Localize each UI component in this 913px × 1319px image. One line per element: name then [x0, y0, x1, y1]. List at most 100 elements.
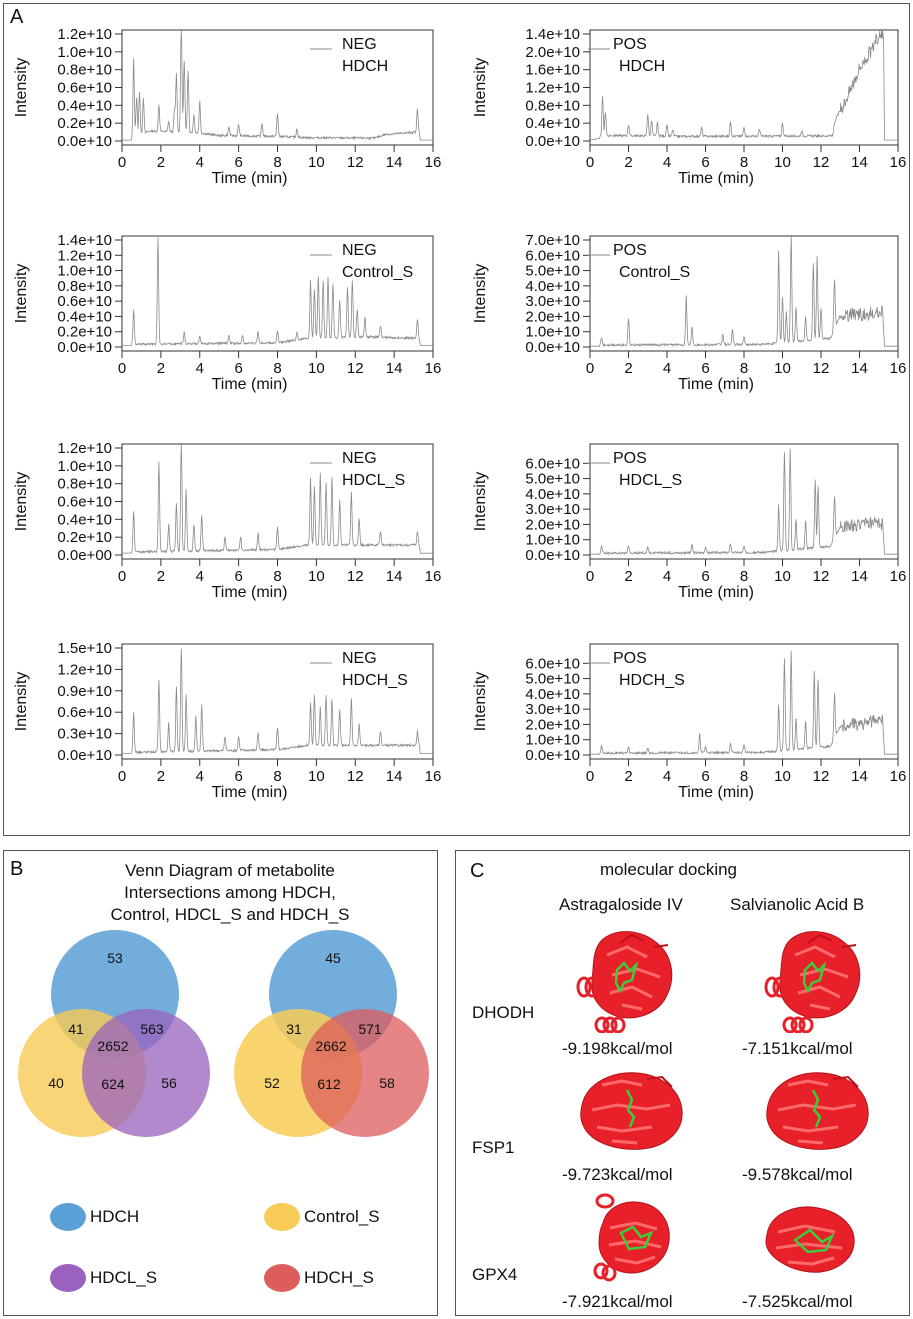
- chromatogram-trace: [122, 444, 433, 554]
- legend-sample: HDCL_S: [342, 472, 405, 489]
- panel-b-label: B: [10, 858, 24, 880]
- x-tick-label: 8: [273, 768, 281, 785]
- venn-right-circle-hdch-s: [301, 1009, 429, 1137]
- legend-mode: NEG: [342, 450, 377, 467]
- x-tick-label: 6: [701, 768, 709, 785]
- docking-row-dhodh: DHODH: [472, 1003, 535, 1022]
- x-tick-label: 8: [740, 568, 748, 585]
- y-tick-label: 7.0e+10: [525, 232, 580, 249]
- x-tick-label: 0: [586, 768, 594, 785]
- chromatogram-pos-control: 0 2 4 6 8 10 12 14 16 0.0e+101.0e+102.0e+103.0e+1…: [472, 232, 907, 393]
- y-axis-title: Intensity: [472, 264, 489, 324]
- x-tick-label: 6: [701, 154, 709, 171]
- y-tick-label: 1.0e+10: [525, 732, 580, 749]
- venn-legend-control: Control_S: [264, 1203, 380, 1231]
- chromatogram-pos-hdch: 0 2 4 6 8 10 12 14 16 0.0e+100.4e+100.8e+101.2e+1…: [472, 26, 906, 187]
- y-axis-title: Intensity: [13, 264, 30, 324]
- docking-row-fsp1: FSP1: [472, 1138, 515, 1157]
- y-tick-label: 0.4e+10: [57, 97, 112, 114]
- x-tick-label: 0: [118, 568, 126, 585]
- y-tick-label: 1.2e+10: [57, 661, 112, 678]
- x-tick-label: 8: [273, 568, 281, 585]
- y-tick-label: 0.3e+10: [57, 726, 112, 743]
- x-tick-label: 16: [425, 768, 442, 785]
- x-tick-label: 6: [701, 568, 709, 585]
- chromatogram-trace: [590, 448, 898, 556]
- x-tick-label: 6: [234, 768, 242, 785]
- x-axis-title: Time (min): [678, 584, 754, 601]
- y-tick-label: 1.0e+10: [57, 44, 112, 61]
- y-tick-label: 0.4e+10: [57, 511, 112, 528]
- y-tick-label: 3.0e+10: [525, 293, 580, 310]
- x-tick-label: 6: [234, 154, 242, 171]
- y-axis-title: Intensity: [472, 672, 489, 732]
- venn-title-line-3: Control, HDCL_S and HDCH_S: [110, 905, 350, 924]
- y-tick-label: 2.0e+10: [525, 308, 580, 325]
- y-axis-title: Intensity: [13, 472, 30, 532]
- docking-column-1: Astragaloside IV: [559, 895, 683, 914]
- y-axis-title: Intensity: [472, 472, 489, 532]
- x-tick-label: 12: [347, 154, 364, 171]
- y-tick-label: 5.0e+10: [525, 471, 580, 488]
- y-axis-title: Intensity: [13, 672, 30, 732]
- venn-legend-hdcl: HDCL_S: [50, 1264, 157, 1292]
- y-tick-label: 1.2e+10: [57, 26, 112, 43]
- x-tick-label: 16: [890, 360, 907, 377]
- x-tick-label: 2: [157, 154, 165, 171]
- venn-legend-hdcl-swatch: [50, 1264, 86, 1292]
- x-tick-label: 8: [740, 768, 748, 785]
- venn-right-right-only: 58: [379, 1075, 395, 1091]
- x-tick-label: 12: [813, 360, 830, 377]
- plot-frame: [121, 235, 434, 352]
- x-tick-label: 10: [308, 768, 325, 785]
- legend-sample: HDCH_S: [342, 672, 408, 689]
- x-tick-label: 10: [308, 360, 325, 377]
- protein-structure-gpx4-salvianolic: [764, 1205, 856, 1274]
- y-tick-label: 1.6e+10: [525, 62, 580, 79]
- x-tick-label: 16: [890, 568, 907, 585]
- y-tick-label: 1.2e+10: [525, 80, 580, 97]
- x-tick-label: 10: [774, 154, 791, 171]
- venn-legend-control-swatch: [264, 1203, 300, 1231]
- venn-legend-control-label: Control_S: [304, 1207, 380, 1226]
- venn-left-center: 2652: [97, 1038, 128, 1054]
- venn-right-center: 2662: [315, 1038, 346, 1054]
- x-axis-title: Time (min): [678, 376, 754, 393]
- x-axis-title: Time (min): [212, 584, 288, 601]
- x-tick-label: 2: [624, 568, 632, 585]
- venn-right: 45 52 58 31 571 2662 612: [234, 930, 429, 1137]
- chromatogram-neg-control: 0 2 4 6 8 10 12 14 16 0.0e+100.2e+100.4e+100.6e+1…: [13, 232, 441, 393]
- x-axis-title: Time (min): [678, 170, 754, 187]
- y-tick-label: 1.2e+10: [57, 247, 112, 264]
- y-tick-label: 0.8e+10: [57, 278, 112, 295]
- y-tick-label: 0.0e+10: [525, 747, 580, 764]
- venn-legend-hdch-s-swatch: [264, 1264, 300, 1292]
- y-tick-label: 2.0e+10: [525, 716, 580, 733]
- x-tick-label: 4: [663, 768, 671, 785]
- venn-right-top-left: 31: [286, 1021, 302, 1037]
- x-tick-label: 14: [851, 154, 868, 171]
- y-tick-label: 5.0e+10: [525, 263, 580, 280]
- x-axis-title: Time (min): [212, 376, 288, 393]
- protein-structure-fsp1-astragaloside: [579, 1071, 684, 1151]
- x-tick-label: 10: [308, 154, 325, 171]
- x-tick-label: 0: [118, 360, 126, 377]
- x-tick-label: 4: [663, 154, 671, 171]
- y-tick-label: 0.4e+10: [57, 308, 112, 325]
- x-tick-label: 12: [813, 154, 830, 171]
- energy-gpx4-astragaloside: -7.921kcal/mol: [562, 1292, 673, 1311]
- x-tick-label: 10: [774, 568, 791, 585]
- panel-c-frame: [455, 850, 910, 1316]
- energy-dhodh-astragaloside: -9.198kcal/mol: [562, 1039, 673, 1058]
- venn-right-top-only: 45: [325, 950, 341, 966]
- x-tick-label: 0: [586, 360, 594, 377]
- y-tick-label: 3.0e+10: [525, 701, 580, 718]
- x-tick-label: 2: [624, 360, 632, 377]
- x-tick-label: 4: [196, 154, 204, 171]
- venn-left-left-only: 40: [48, 1075, 64, 1091]
- y-tick-label: 0.8e+10: [57, 476, 112, 493]
- x-tick-label: 8: [273, 360, 281, 377]
- y-tick-label: 0.0e+10: [525, 133, 580, 150]
- x-tick-label: 14: [386, 568, 403, 585]
- y-tick-label: 5.0e+10: [525, 671, 580, 688]
